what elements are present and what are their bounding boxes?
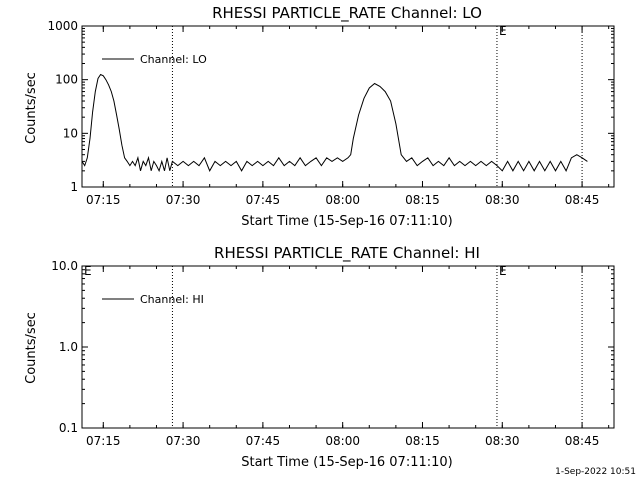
y-tick-label: 1000	[47, 19, 78, 33]
x-tick-label: 08:15	[405, 434, 440, 448]
x-axis-label: Start Time (15-Sep-16 07:11:10)	[241, 455, 452, 470]
footer-timestamp: 1-Sep-2022 10:51	[555, 467, 636, 477]
x-tick-label: 08:30	[485, 193, 520, 207]
x-tick-label: 07:30	[166, 193, 201, 207]
x-tick-label: 08:30	[485, 434, 520, 448]
x-tick-label: 08:00	[325, 434, 360, 448]
panel-hi: RHESSI PARTICLE_RATE Channel: HI Start T…	[24, 244, 615, 470]
x-tick-label: 07:15	[86, 193, 121, 207]
x-tick-label: 07:30	[166, 434, 201, 448]
x-axis-label: Start Time (15-Sep-16 07:11:10)	[241, 214, 452, 229]
event-annotation: E	[84, 264, 92, 278]
y-tick-label: 100	[55, 73, 78, 87]
x-tick-label: 08:15	[405, 193, 440, 207]
legend-label: Channel: HI	[140, 293, 204, 306]
y-axis-label: Counts/sec	[24, 72, 39, 144]
chart-title: RHESSI PARTICLE_RATE Channel: HI	[214, 244, 480, 263]
x-tick-label: 08:45	[565, 193, 600, 207]
y-tick-label: 0.1	[59, 421, 78, 435]
x-tick-label: 07:45	[246, 434, 281, 448]
plot-frame	[81, 25, 615, 188]
event-annotation: E	[499, 24, 507, 38]
plot-frame	[81, 265, 615, 429]
series-line	[81, 73, 588, 173]
y-tick-label: 10.0	[51, 259, 78, 273]
x-tick-label: 07:15	[86, 434, 121, 448]
x-tick-label: 08:45	[565, 434, 600, 448]
y-tick-label: 1.0	[59, 340, 78, 354]
chart-title: RHESSI PARTICLE_RATE Channel: LO	[212, 4, 482, 23]
x-tick-label: 07:45	[246, 193, 281, 207]
x-tick-label: 08:00	[325, 193, 360, 207]
event-annotation: E	[499, 264, 507, 278]
legend-label: Channel: LO	[140, 53, 207, 66]
y-tick-label: 1	[70, 180, 78, 194]
panel-lo: RHESSI PARTICLE_RATE Channel: LO Start T…	[24, 4, 615, 229]
y-tick-label: 10	[63, 126, 78, 140]
y-axis-label: Counts/sec	[24, 312, 39, 384]
